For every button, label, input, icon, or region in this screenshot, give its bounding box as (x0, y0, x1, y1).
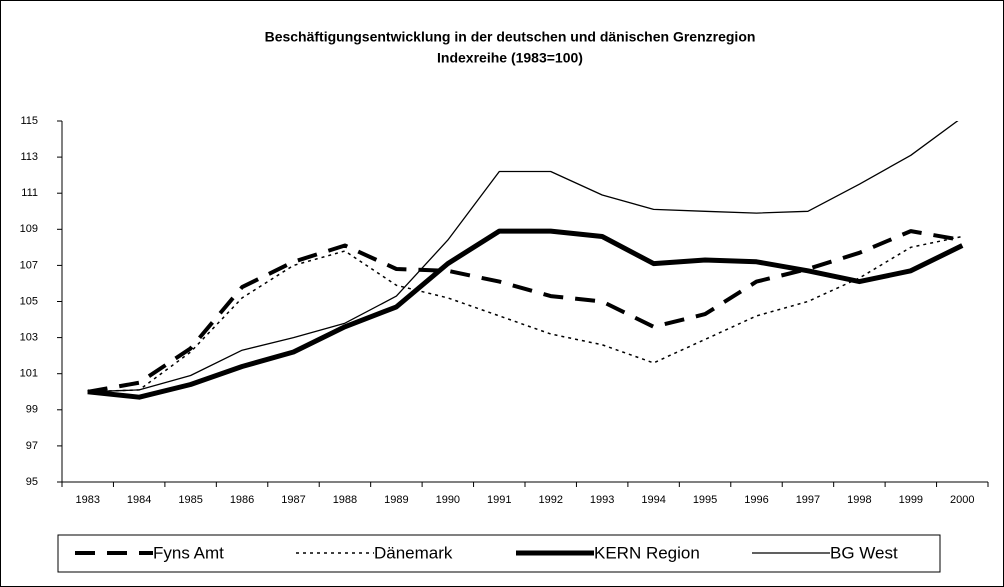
x-tick-label: 1990 (436, 494, 460, 506)
y-tick-label: 111 (21, 187, 38, 199)
y-tick-label: 115 (20, 115, 38, 127)
x-tick-label: 1985 (178, 494, 202, 506)
legend-label: KERN Region (594, 543, 700, 562)
y-tick-label: 99 (26, 404, 38, 416)
x-tick-label: 1998 (847, 494, 871, 506)
x-tick-label: 1984 (127, 494, 151, 506)
y-tick-label: 95 (26, 476, 38, 488)
chart-subtitle: Indexreihe (1983=100) (437, 50, 583, 66)
legend: Fyns Amt Dänemark KERN Region BG West (75, 543, 898, 562)
x-tick-label: 1997 (796, 494, 820, 506)
x-tick-label: 1986 (230, 494, 254, 506)
y-tick-label: 109 (20, 223, 38, 235)
y-tick-label: 113 (20, 151, 38, 163)
legend-label: Dänemark (374, 543, 453, 562)
legend-label: BG West (830, 543, 898, 562)
series-line (87, 228, 964, 400)
x-tick-label: 1988 (333, 494, 357, 506)
y-tick-label: 105 (20, 295, 38, 307)
series-line (87, 121, 959, 393)
x-tick-label: 1987 (281, 494, 305, 506)
y-tick-label: 103 (20, 332, 38, 344)
legend-label: Fyns Amt (153, 543, 224, 562)
plot-area: 95 97 99 101 103 105 107 109 111 113 115 1983 1984 19… (20, 115, 989, 506)
x-tick-label: 1995 (693, 494, 717, 506)
y-tick-label: 107 (20, 259, 38, 271)
x-tick-label: 1989 (384, 494, 408, 506)
x-tick-label: 1996 (744, 494, 768, 506)
x-tick-label: 1999 (899, 494, 923, 506)
x-tick-label: 1991 (487, 494, 511, 506)
x-tick-label: 1993 (590, 494, 614, 506)
y-tick-label: 97 (26, 440, 38, 452)
x-tick-label: 1994 (641, 494, 665, 506)
chart-title: Beschäftigungsentwicklung in der deutsch… (265, 29, 756, 45)
y-tick-label: 101 (20, 368, 38, 380)
x-tick-label: 1992 (538, 494, 562, 506)
series-line (87, 229, 963, 394)
series-line (87, 235, 963, 393)
x-tick-label: 2000 (950, 494, 974, 506)
x-tick-label: 1983 (75, 494, 99, 506)
